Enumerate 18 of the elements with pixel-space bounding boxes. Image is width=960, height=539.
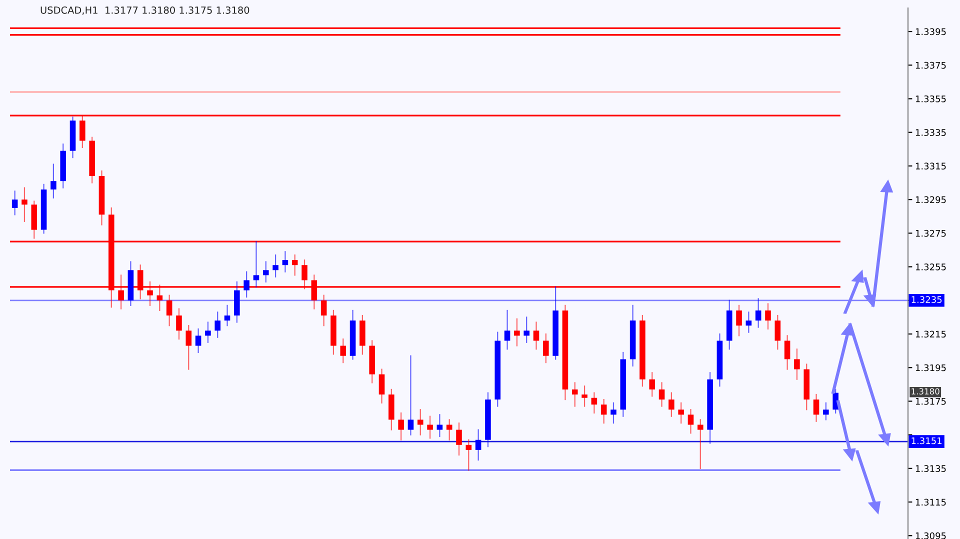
ref-line-label: 1.3235 — [912, 296, 942, 304]
y-tick-label: 1.3295 — [916, 196, 946, 204]
y-tick-label: 1.3375 — [916, 62, 946, 69]
text: 1.3180 — [912, 388, 940, 395]
y-tick-label: 1.3215 — [916, 330, 946, 338]
y-tick-label: 1.3275 — [916, 230, 946, 237]
ref-line-label: 1.3151 — [912, 437, 942, 444]
y-tick-label: 1.3395 — [916, 28, 946, 36]
y-tick-label: 1.3195 — [916, 364, 946, 372]
y-tick-label: 1.3175 — [916, 398, 946, 405]
y-tick-label: 1.3255 — [916, 264, 946, 270]
y-tick-label: 1.3135 — [916, 465, 946, 472]
y-tick-label: 1.3355 — [916, 95, 946, 102]
y-tick-label: 1.3095 — [916, 532, 946, 539]
y-tick-label: 1.3115 — [916, 498, 946, 506]
y-tick-label: 1.3315 — [916, 162, 946, 170]
y-tick-label: 1.3335 — [916, 129, 946, 136]
chart-title: USDCAD,H1 1.3177 1.3180 1.3175 1.3180 — [40, 6, 250, 15]
